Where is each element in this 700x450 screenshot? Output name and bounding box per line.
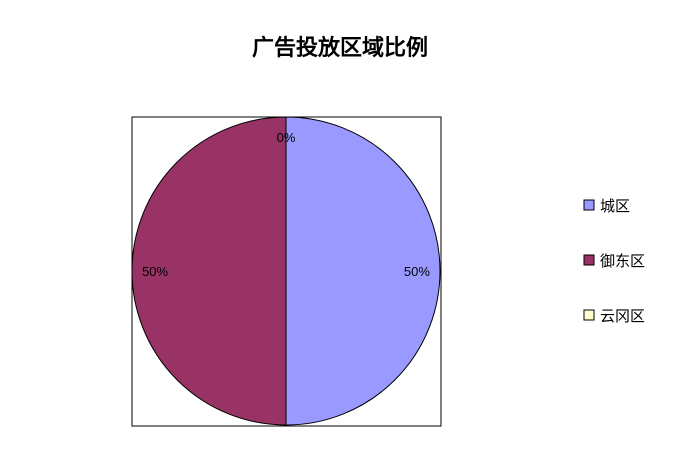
data-label-2: 0% bbox=[277, 130, 296, 145]
data-label-0: 50% bbox=[404, 264, 430, 279]
legend-label-0: 城区 bbox=[600, 197, 630, 215]
data-label-1: 50% bbox=[142, 264, 168, 279]
legend-swatch-2 bbox=[583, 309, 595, 321]
legend-swatch-1 bbox=[583, 254, 595, 266]
legend-label-2: 云冈区 bbox=[600, 307, 645, 325]
legend-label-1: 御东区 bbox=[600, 252, 645, 270]
legend-swatch-0 bbox=[583, 199, 595, 211]
chart-title: 广告投放区域比例 bbox=[252, 35, 428, 61]
pie-slice-1 bbox=[131, 116, 287, 426]
pie-slice-0 bbox=[285, 116, 441, 426]
